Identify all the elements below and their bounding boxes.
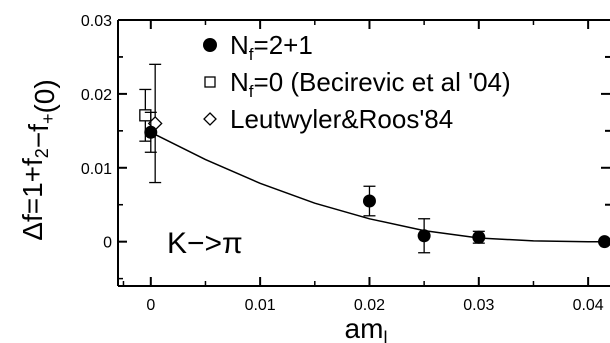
point-filled-circle — [417, 229, 431, 243]
point-open-square — [139, 109, 152, 122]
point-filled-circle — [362, 194, 376, 208]
x-axis-title: aml — [345, 313, 388, 343]
legend-entry-3: Leutwyler&Roos'84 — [230, 104, 453, 134]
y-tick-label: 0.01 — [81, 161, 112, 178]
y-tick-label: 0.02 — [81, 87, 112, 104]
y-tick-label: 0.03 — [81, 13, 112, 30]
fit-curve-line — [150, 131, 610, 243]
point-filled-circle — [598, 235, 610, 249]
y-axis-title: Δf=1+f2−f+(0) — [17, 79, 60, 240]
point-filled-circle — [144, 125, 158, 139]
annotation-label: K−>π — [167, 227, 243, 260]
axis-ticks: 0 0.01 0.02 0.03 0.04 0 0.01 0.02 0.03 — [81, 13, 610, 314]
legend-entry-1: Nf=2+1 — [230, 30, 313, 64]
fit-curve — [150, 131, 610, 243]
legend: Nf=2+1Nf=0 (Becirevic et al '04)Leutwyle… — [203, 30, 511, 134]
legend-entry-2: Nf=0 (Becirevic et al '04) — [230, 67, 511, 101]
point-filled-circle — [203, 38, 217, 52]
labels: K−>π aml Δf=1+f2−f+(0) — [17, 79, 387, 343]
point-open-square — [204, 76, 216, 88]
x-tick-label: 0.01 — [245, 297, 276, 314]
x-tick-label: 0.04 — [573, 297, 604, 314]
data-points — [139, 63, 610, 254]
x-tick-label: 0.03 — [463, 297, 494, 314]
point-open-diamond — [203, 112, 217, 126]
y-tick-label: 0 — [103, 235, 112, 252]
x-tick-label: 0 — [146, 297, 155, 314]
point-filled-circle — [472, 230, 486, 244]
x-tick-label: 0.02 — [354, 297, 385, 314]
